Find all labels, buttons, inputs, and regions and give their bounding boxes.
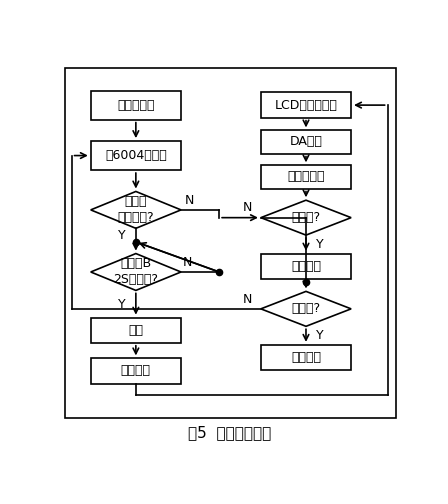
Text: 读6004的状态: 读6004的状态 bbox=[105, 149, 167, 162]
Text: N: N bbox=[185, 194, 194, 207]
Text: Y: Y bbox=[316, 329, 324, 342]
Bar bbox=[261, 131, 351, 154]
Bar bbox=[90, 358, 181, 384]
Bar bbox=[261, 345, 351, 370]
Text: N: N bbox=[183, 256, 193, 269]
Bar bbox=[90, 318, 181, 343]
Text: 系统初始化: 系统初始化 bbox=[117, 99, 155, 111]
Text: N: N bbox=[242, 293, 252, 305]
Text: LCD显示浓度值: LCD显示浓度值 bbox=[275, 99, 337, 111]
Text: 有通讯?: 有通讯? bbox=[291, 302, 321, 316]
Polygon shape bbox=[90, 254, 181, 290]
Polygon shape bbox=[90, 192, 181, 228]
Text: 数据处理: 数据处理 bbox=[121, 364, 151, 377]
Text: N: N bbox=[242, 202, 252, 214]
Text: 采样: 采样 bbox=[129, 324, 143, 337]
Bar bbox=[90, 141, 181, 170]
Text: 定时器B
2S定时到?: 定时器B 2S定时到? bbox=[113, 258, 158, 286]
Bar bbox=[90, 91, 181, 119]
Text: 报警点判断: 报警点判断 bbox=[287, 170, 325, 183]
Text: 有按键?: 有按键? bbox=[291, 211, 321, 224]
Text: 传感器
预热完毕?: 传感器 预热完毕? bbox=[117, 196, 154, 224]
Text: 菜单操作: 菜单操作 bbox=[291, 260, 321, 273]
Text: Y: Y bbox=[316, 238, 324, 251]
Bar bbox=[261, 93, 351, 118]
Text: Y: Y bbox=[118, 297, 126, 310]
Text: DA输出: DA输出 bbox=[289, 136, 323, 149]
Text: 通讯处理: 通讯处理 bbox=[291, 351, 321, 364]
Text: Y: Y bbox=[118, 229, 126, 241]
Bar bbox=[261, 254, 351, 279]
Text: 图5  主程序流程图: 图5 主程序流程图 bbox=[188, 425, 271, 440]
Bar bbox=[261, 165, 351, 188]
Polygon shape bbox=[261, 200, 351, 235]
Polygon shape bbox=[261, 291, 351, 326]
